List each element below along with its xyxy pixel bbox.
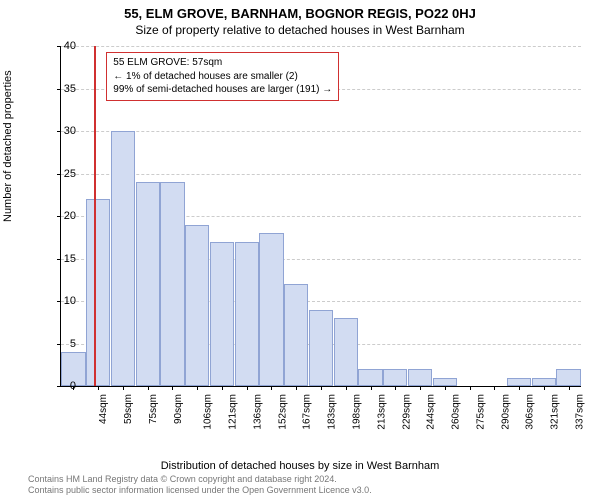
footer-attribution: Contains HM Land Registry data © Crown c…: [28, 474, 372, 497]
x-tick-label: 306sqm: [525, 394, 536, 430]
chart-subtitle: Size of property relative to detached ho…: [0, 21, 600, 37]
x-tick: [346, 386, 347, 390]
y-axis-label: Number of detached properties: [2, 70, 14, 222]
x-tick-label: 136sqm: [253, 394, 264, 430]
x-tick-label: 75sqm: [148, 394, 159, 424]
x-tick: [98, 386, 99, 390]
x-tick: [197, 386, 198, 390]
chart-plot-area: 55 ELM GROVE: 57sqm← 1% of detached hous…: [60, 46, 581, 387]
grid-line: [61, 131, 581, 132]
x-tick: [172, 386, 173, 390]
x-tick: [395, 386, 396, 390]
x-tick: [371, 386, 372, 390]
histogram-bar: [136, 182, 160, 386]
histogram-bar: [111, 131, 135, 386]
histogram-bar: [408, 369, 432, 386]
annotation-line: ← 1% of detached houses are smaller (2): [113, 70, 332, 84]
chart-title: 55, ELM GROVE, BARNHAM, BOGNOR REGIS, PO…: [0, 0, 600, 21]
histogram-bar: [86, 199, 110, 386]
x-tick: [222, 386, 223, 390]
histogram-bar: [556, 369, 580, 386]
y-tick-label: 0: [46, 380, 76, 392]
y-tick-label: 40: [46, 40, 76, 52]
y-tick-label: 10: [46, 295, 76, 307]
x-tick-label: 106sqm: [203, 394, 214, 430]
x-tick: [445, 386, 446, 390]
histogram-bar: [185, 225, 209, 387]
x-tick: [321, 386, 322, 390]
histogram-bar: [160, 182, 184, 386]
y-tick-label: 25: [46, 168, 76, 180]
x-tick: [470, 386, 471, 390]
histogram-bar: [309, 310, 333, 387]
x-tick: [420, 386, 421, 390]
x-tick-label: 229sqm: [401, 394, 412, 430]
marker-line: [94, 46, 96, 386]
x-tick-label: 213sqm: [376, 394, 387, 430]
histogram-bar: [259, 233, 283, 386]
grid-line: [61, 46, 581, 47]
y-tick-label: 5: [46, 338, 76, 350]
x-tick-label: 260sqm: [451, 394, 462, 430]
x-tick-label: 90sqm: [173, 394, 184, 424]
x-tick-label: 337sqm: [574, 394, 585, 430]
annotation-box: 55 ELM GROVE: 57sqm← 1% of detached hous…: [106, 52, 339, 101]
y-tick-label: 15: [46, 253, 76, 265]
footer-line-2: Contains public sector information licen…: [28, 485, 372, 496]
histogram-bar: [433, 378, 457, 387]
x-tick: [271, 386, 272, 390]
x-tick: [494, 386, 495, 390]
x-tick-label: 183sqm: [327, 394, 338, 430]
histogram-bar: [507, 378, 531, 387]
x-tick-label: 167sqm: [302, 394, 313, 430]
histogram-bar: [334, 318, 358, 386]
annotation-line: 99% of semi-detached houses are larger (…: [113, 83, 332, 97]
x-tick-label: 59sqm: [123, 394, 134, 424]
histogram-bar: [284, 284, 308, 386]
histogram-bar: [358, 369, 382, 386]
histogram-bar: [235, 242, 259, 387]
chart-container: 55, ELM GROVE, BARNHAM, BOGNOR REGIS, PO…: [0, 0, 600, 500]
x-tick-label: 198sqm: [352, 394, 363, 430]
x-tick: [247, 386, 248, 390]
x-axis-label: Distribution of detached houses by size …: [0, 460, 600, 472]
x-tick: [544, 386, 545, 390]
x-tick-label: 275sqm: [475, 394, 486, 430]
x-tick: [148, 386, 149, 390]
x-tick: [296, 386, 297, 390]
y-tick-label: 30: [46, 125, 76, 137]
histogram-bar: [532, 378, 556, 387]
x-tick: [519, 386, 520, 390]
x-tick: [569, 386, 570, 390]
annotation-line: 55 ELM GROVE: 57sqm: [113, 56, 332, 70]
histogram-bar: [383, 369, 407, 386]
histogram-bar: [210, 242, 234, 387]
x-tick-label: 290sqm: [500, 394, 511, 430]
x-tick-label: 321sqm: [550, 394, 561, 430]
x-tick-label: 44sqm: [98, 394, 109, 424]
y-tick-label: 35: [46, 83, 76, 95]
x-tick-label: 121sqm: [228, 394, 239, 430]
grid-line: [61, 174, 581, 175]
x-tick-label: 152sqm: [277, 394, 288, 430]
footer-line-1: Contains HM Land Registry data © Crown c…: [28, 474, 372, 485]
x-tick: [123, 386, 124, 390]
y-tick-label: 20: [46, 210, 76, 222]
x-tick-label: 244sqm: [426, 394, 437, 430]
